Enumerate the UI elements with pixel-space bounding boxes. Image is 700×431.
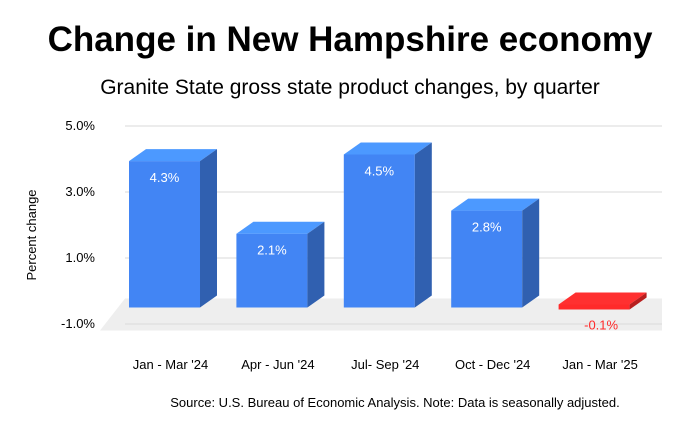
bar-top <box>558 292 647 305</box>
data-label: 4.5% <box>364 164 394 179</box>
chart-subtitle: Granite State gross state product change… <box>100 76 600 99</box>
bar-side <box>200 149 217 308</box>
bar <box>236 221 325 308</box>
data-label: 2.1% <box>257 243 287 258</box>
source-note: Source: U.S. Bureau of Economic Analysis… <box>170 395 620 410</box>
bar <box>343 142 432 308</box>
y-tick-label: 5.0% <box>65 118 95 133</box>
bar <box>451 198 540 308</box>
x-tick-label: Jan - Mar '25 <box>562 357 637 372</box>
bar-side <box>522 198 540 308</box>
bar <box>558 292 647 310</box>
bar-top <box>451 198 540 211</box>
x-tick-label: Apr - Jun '24 <box>241 357 314 372</box>
bar-front <box>558 304 630 310</box>
bar-front <box>236 233 308 308</box>
bar-side <box>414 142 432 308</box>
y-tick-label: -1.0% <box>61 316 95 331</box>
data-label: -0.1% <box>584 318 618 333</box>
x-tick-label: Jan - Mar '24 <box>133 357 208 372</box>
bar <box>129 149 217 308</box>
bar-side <box>307 221 325 308</box>
x-tick-label: Jul- Sep '24 <box>351 357 419 372</box>
chart-title: Change in New Hampshire economy <box>47 20 653 59</box>
bar-front <box>343 154 415 308</box>
bar-top <box>236 221 325 234</box>
bar-top <box>129 149 217 162</box>
bar-side <box>629 292 647 310</box>
y-tick-label: 1.0% <box>65 250 95 265</box>
bar-top <box>343 142 432 155</box>
y-tick-label: 3.0% <box>65 184 95 199</box>
data-label: 4.3% <box>150 170 180 185</box>
x-tick-label: Oct - Dec '24 <box>455 357 530 372</box>
bar-front <box>451 210 523 308</box>
y-axis-label: Percent change <box>24 189 39 280</box>
data-label: 2.8% <box>472 220 502 235</box>
bar-front <box>129 161 200 308</box>
